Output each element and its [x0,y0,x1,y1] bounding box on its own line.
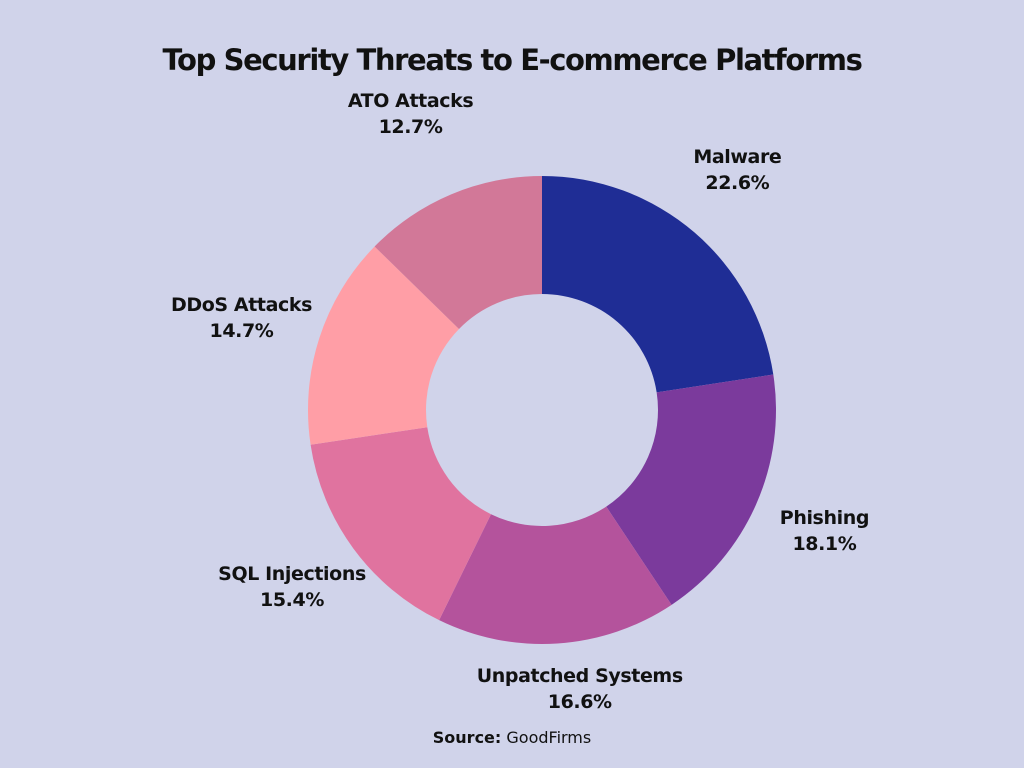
slice-ddos-attacks [307,246,460,445]
slice-malware [542,176,774,393]
slice-value: 16.6% [547,691,612,714]
slice-ato-attacks [374,176,542,329]
source-note: Source: GoodFirms [0,728,1024,747]
slice-name: DDoS Attacks [171,293,312,316]
source-name: GoodFirms [506,728,592,747]
slice-name: SQL Injections [218,563,366,586]
slice-phishing [606,374,777,605]
slice-label-malware: Malware 22.6% [617,144,857,196]
slice-value: 15.4% [260,589,324,612]
slice-label-phishing: Phishing 18.1% [704,505,944,557]
slice-value: 14.7% [209,319,274,342]
source-label: Source: [432,728,502,747]
slice-name: Malware [693,146,782,169]
slice-value: 12.7% [378,115,443,138]
slice-name: Phishing [779,507,870,530]
slice-label-unpatched-systems: Unpatched Systems 16.6% [460,663,700,715]
slice-value: 18.1% [792,533,857,556]
slice-label-ato-attacks: ATO Attacks 12.7% [291,88,531,140]
chart-title: Top Security Threats to E-commerce Platf… [162,43,863,77]
slice-label-ddos-attacks: DDoS Attacks 14.7% [122,292,362,344]
slice-sql-injections [310,427,492,621]
slice-name: ATO Attacks [347,89,474,112]
slice-label-sql-injections: SQL Injections 15.4% [172,561,412,613]
slice-unpatched-systems [439,506,672,644]
slice-value: 22.6% [705,172,770,195]
slice-name: Unpatched Systems [476,665,683,688]
